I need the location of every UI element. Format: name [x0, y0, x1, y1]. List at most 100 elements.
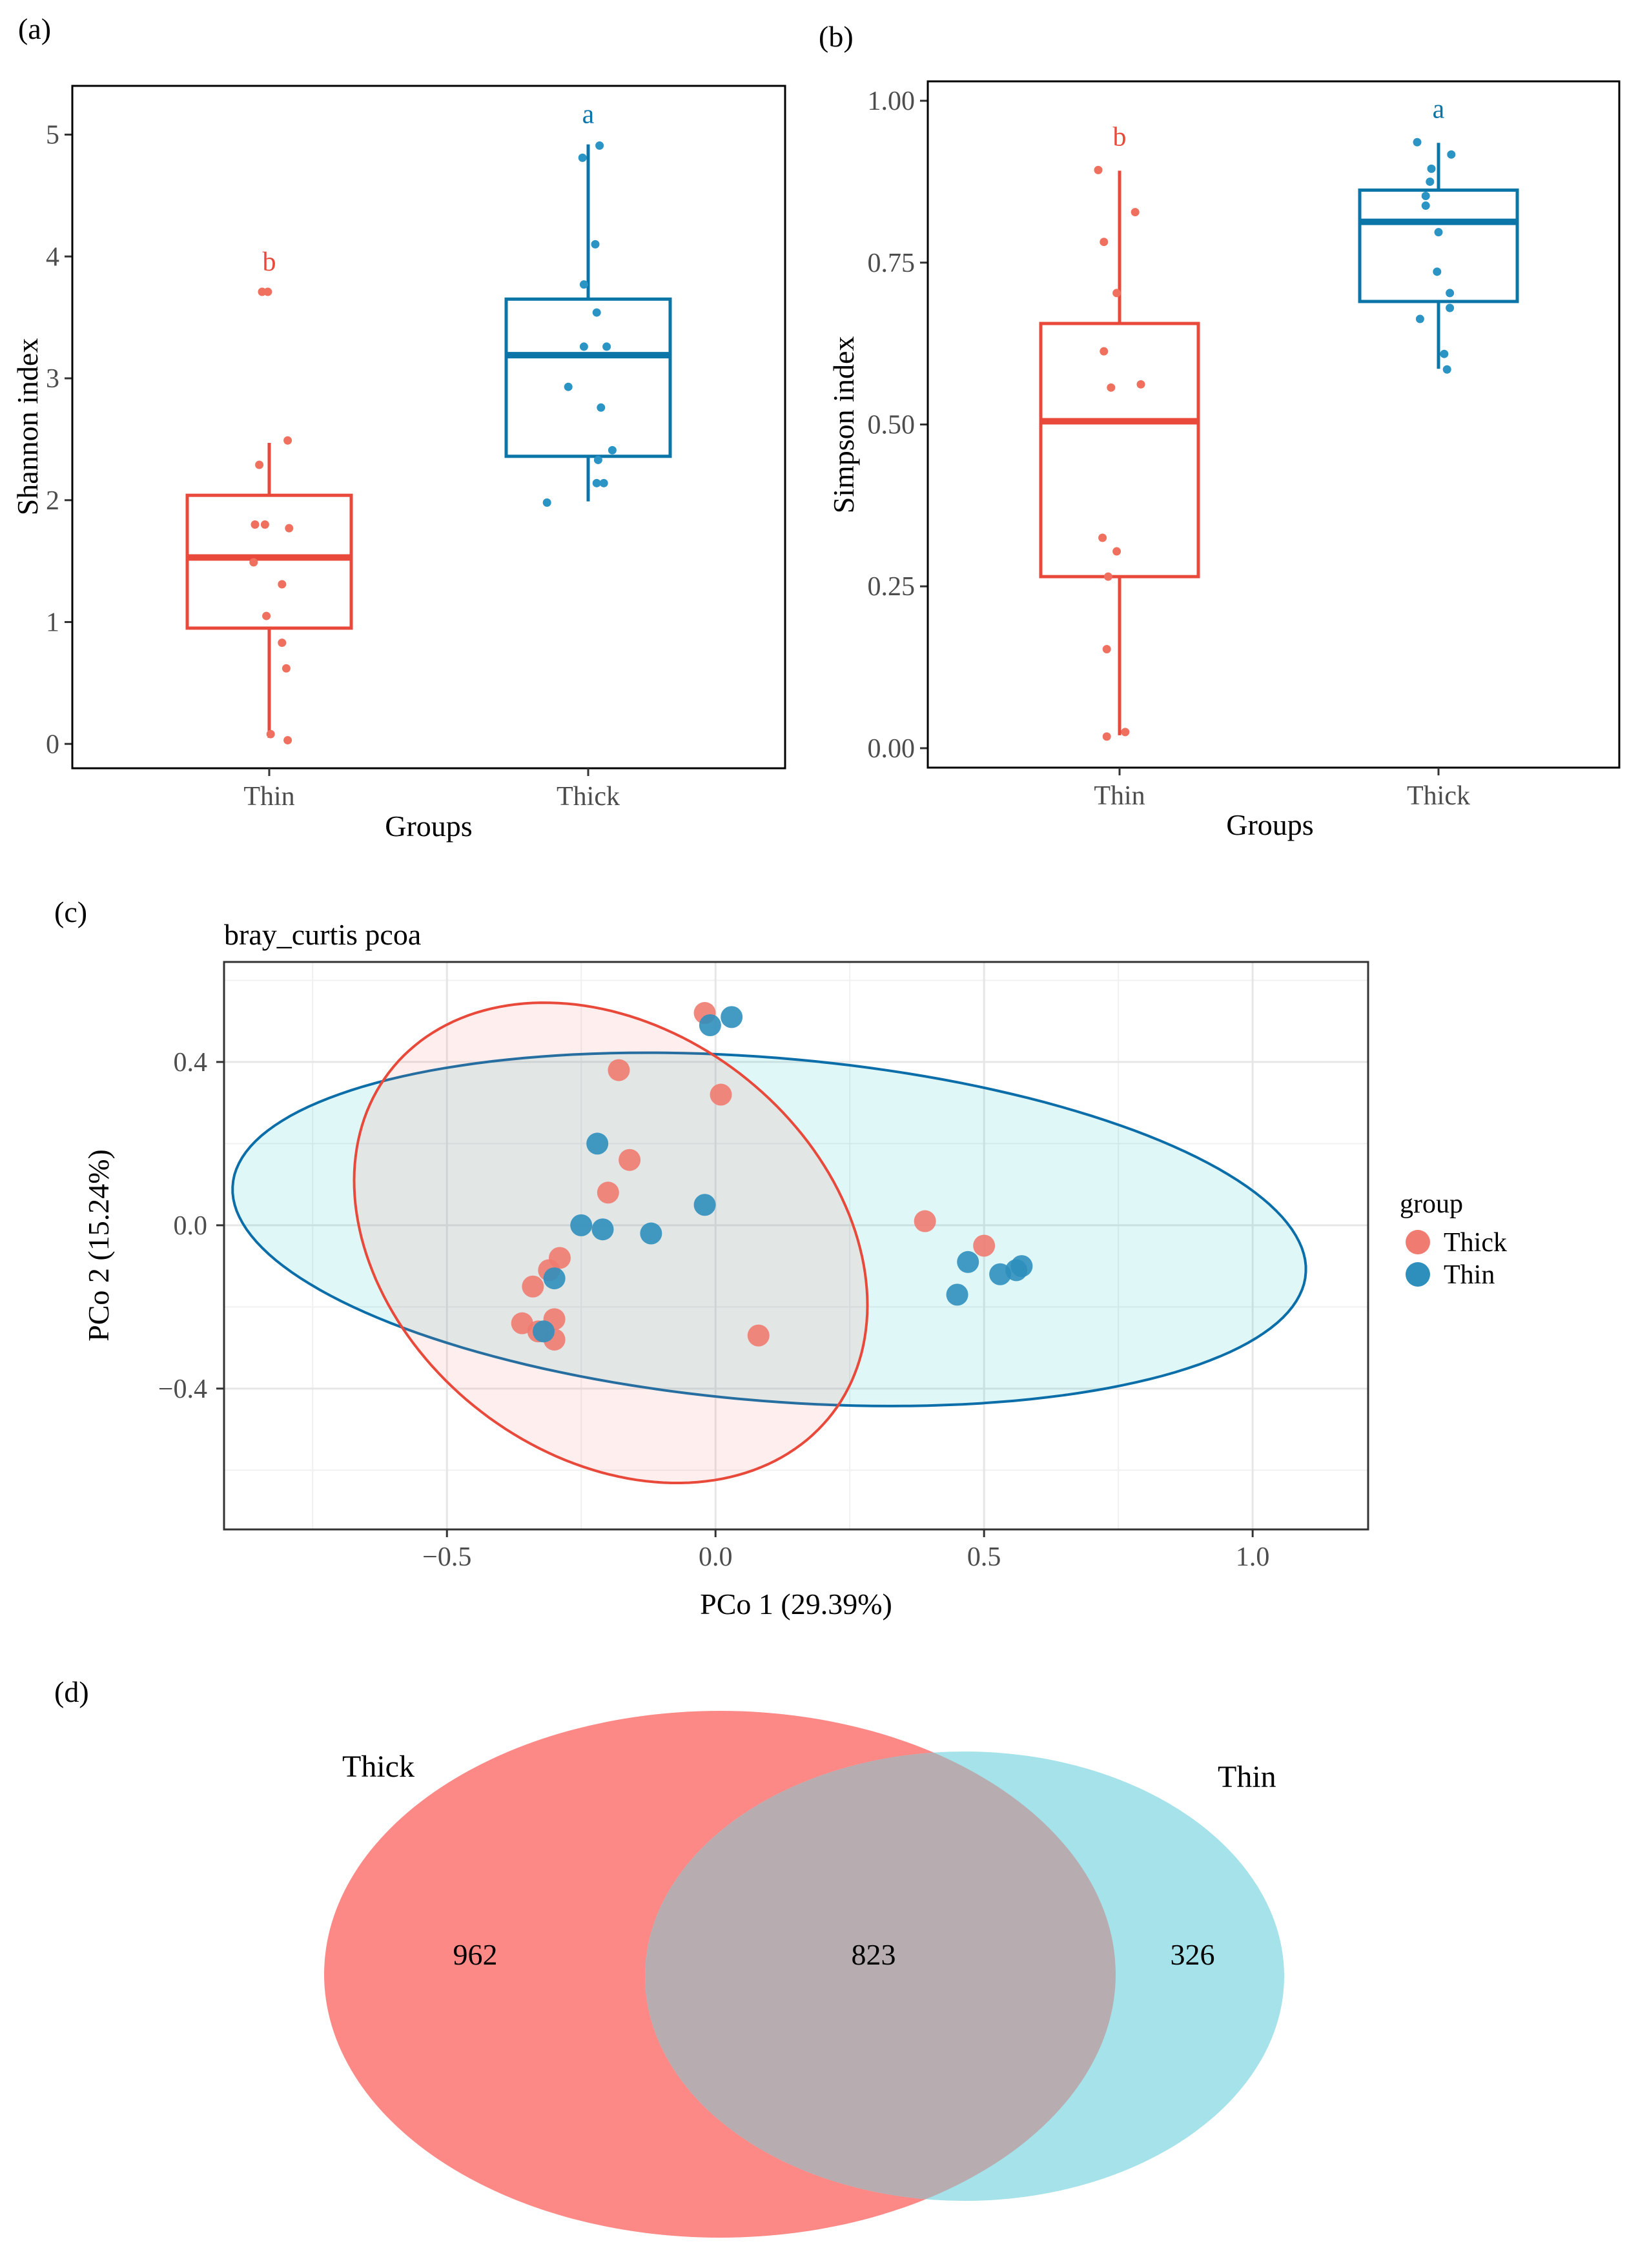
- point-thick: [747, 1324, 770, 1347]
- x-tick-label: 0.5: [967, 1542, 1001, 1572]
- ellipse-thin: [231, 1051, 1307, 1407]
- point-thick: [619, 1149, 641, 1171]
- pcoa-chart: (c) bray_curtis pcoa −0.5 0.0 0.5 1.0 −0.4 0.…: [54, 895, 1507, 1620]
- jitter-point: [251, 520, 260, 529]
- panel-label-c: (c): [54, 895, 87, 928]
- y-tick-label: 0.4: [174, 1048, 208, 1078]
- jitter-point: [599, 478, 608, 487]
- jitter-point: [1446, 289, 1455, 298]
- y-tick-label: 0.00: [868, 734, 916, 764]
- venn-count-thin-only: 326: [1171, 1938, 1215, 1971]
- jitter-point: [1415, 314, 1424, 323]
- jitter-point: [249, 558, 258, 567]
- jitter-point: [579, 342, 588, 351]
- box-group-thin: [185, 287, 353, 745]
- jitter-point: [1102, 732, 1111, 741]
- jitter-point: [1112, 547, 1121, 556]
- point-thick: [608, 1059, 630, 1081]
- jitter-point: [1413, 138, 1422, 147]
- jitter-point: [1100, 347, 1109, 356]
- point-thin: [1010, 1255, 1033, 1278]
- jitter-point: [1447, 150, 1456, 159]
- y-axis-title: Simpson index: [827, 336, 860, 514]
- point-thin: [532, 1320, 555, 1343]
- x-tick-label: Thin: [1094, 781, 1145, 811]
- jitter-point: [285, 524, 294, 533]
- y-tick-label: 0.50: [868, 411, 916, 440]
- jitter-point: [578, 153, 587, 162]
- x-tick-label: 0.0: [699, 1542, 733, 1572]
- box-groups: [185, 141, 672, 745]
- venn-count-thick-only: 962: [453, 1938, 498, 1971]
- jitter-point: [263, 287, 272, 296]
- y-tick-label: −0.4: [158, 1374, 207, 1404]
- series-thin: [532, 1006, 1033, 1343]
- x-tick-label: −0.5: [422, 1542, 471, 1572]
- plot-border: [926, 80, 1621, 769]
- significance-letter: a: [1433, 94, 1445, 124]
- x-axis-ticks: Thin Thick: [243, 768, 620, 812]
- jitter-point: [1112, 289, 1121, 298]
- point-thin: [591, 1218, 614, 1241]
- jitter-point: [1440, 349, 1449, 358]
- simpson-index-chart: (b) 0.000.250.500.751.00 Thin Thick ba Gr…: [819, 20, 1621, 841]
- jitter-point: [1100, 238, 1109, 247]
- point-thick: [522, 1275, 544, 1298]
- point-thin: [946, 1283, 968, 1306]
- point-thin: [693, 1194, 716, 1216]
- ellipse-thick: [353, 1001, 869, 1484]
- jitter-point: [592, 308, 601, 317]
- y-tick-label: 1.00: [868, 87, 916, 116]
- jitter-point: [255, 460, 264, 469]
- point-thin: [570, 1214, 593, 1236]
- jitter-point: [1094, 165, 1103, 174]
- y-tick-label: 1: [46, 608, 59, 638]
- box: [185, 493, 353, 630]
- jitter-point: [266, 730, 275, 739]
- legend-key-thick: [1406, 1230, 1430, 1254]
- venn-diagram: (d) Thick Thin 962 823 326: [54, 1675, 1284, 2238]
- venn-label-thin: Thin: [1218, 1760, 1276, 1794]
- x-axis-title: Groups: [385, 810, 472, 843]
- significance-letter: a: [582, 100, 595, 130]
- box-group-thin: [1039, 165, 1200, 741]
- jitter-point: [1434, 228, 1443, 237]
- box-group-thick: [504, 141, 672, 507]
- legend: group Thick Thin: [1400, 1189, 1507, 1290]
- significance-letters: ba: [1113, 94, 1445, 152]
- point-thin: [586, 1132, 609, 1155]
- plot-border: [71, 85, 786, 770]
- x-tick-label: Thick: [1407, 781, 1470, 811]
- point-thin: [640, 1222, 662, 1245]
- significance-letter: b: [1113, 122, 1127, 152]
- legend-key-thin: [1406, 1262, 1430, 1287]
- y-tick-label: 0.75: [868, 249, 916, 278]
- jitter-point: [1107, 383, 1116, 392]
- plot-background: [224, 962, 1368, 1529]
- y-tick-label: 0: [46, 730, 59, 759]
- y-axis-ticks: 0 1 2 3 4 5: [46, 121, 72, 759]
- x-tick-label: 1.0: [1236, 1542, 1270, 1572]
- legend-title: group: [1400, 1189, 1463, 1219]
- jitter-point: [1121, 728, 1130, 737]
- confidence-ellipses: [231, 1001, 1307, 1484]
- jitter-point: [595, 141, 604, 150]
- y-axis-title: PCo 2 (15.24%): [82, 1149, 115, 1342]
- point-thick: [597, 1181, 619, 1204]
- point-thick: [710, 1083, 732, 1106]
- axis-ticks: −0.5 0.0 0.5 1.0 −0.4 0.0 0.4: [158, 1048, 1270, 1572]
- significance-letter: b: [263, 247, 276, 277]
- box: [504, 297, 672, 458]
- jitter-point: [1446, 303, 1455, 312]
- venn-count-intersection: 823: [852, 1938, 896, 1971]
- jitter-point: [597, 403, 606, 412]
- jitter-point: [1427, 164, 1436, 173]
- jitter-point: [1421, 201, 1430, 210]
- point-thin: [543, 1267, 566, 1290]
- y-tick-label: 5: [46, 121, 59, 150]
- y-axis-ticks: 0.00 0.25 0.50 0.75 1.00: [868, 87, 928, 764]
- x-axis-title: PCo 1 (29.39%): [700, 1588, 892, 1620]
- jitter-point: [1136, 380, 1145, 389]
- x-tick-label: Thin: [243, 782, 294, 812]
